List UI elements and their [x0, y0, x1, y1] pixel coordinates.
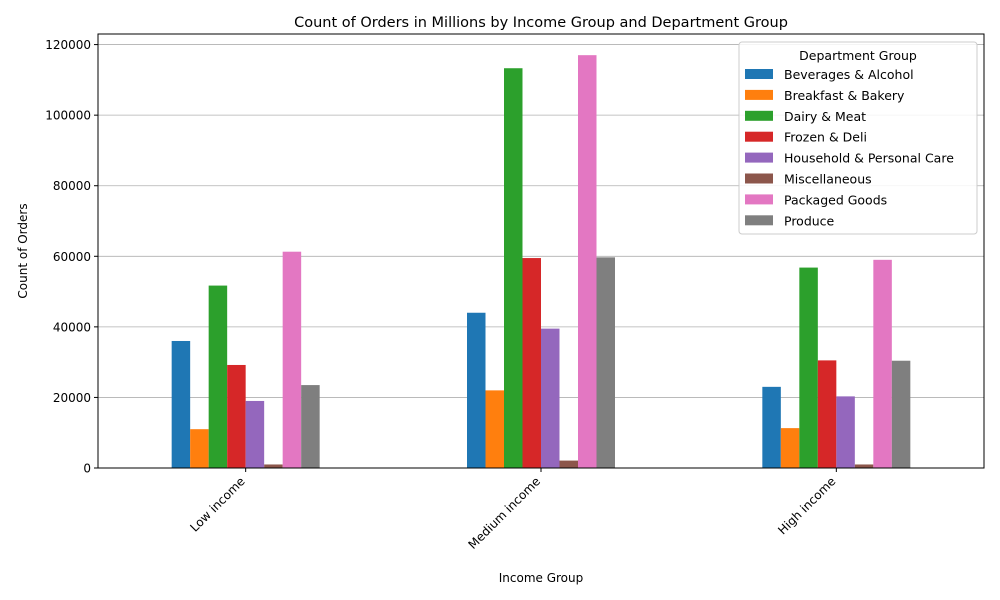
bar	[467, 312, 486, 468]
legend-label: Household & Personal Care	[784, 151, 954, 166]
x-tick-label: High income	[775, 474, 838, 537]
legend-swatch	[745, 69, 773, 79]
bar	[596, 257, 615, 468]
legend-label: Beverages & Alcohol	[784, 67, 914, 82]
x-tick-label: Low income	[187, 474, 247, 534]
legend-frame	[738, 41, 978, 235]
bar	[245, 400, 265, 468]
x-tick-label: Medium income	[466, 474, 544, 552]
bar	[578, 55, 597, 469]
y-tick-label: 80000	[53, 179, 91, 193]
legend-label: Dairy & Meat	[784, 109, 866, 124]
bar	[208, 285, 228, 468]
legend-swatch	[745, 194, 773, 205]
chart-title: Count of Orders in Millions by Income Gr…	[294, 15, 788, 31]
bar	[171, 340, 191, 468]
legend-label: Miscellaneous	[784, 172, 872, 187]
legend-label: Breakfast & Bakery	[784, 88, 905, 103]
bar	[817, 360, 837, 468]
legend-swatch	[745, 89, 773, 100]
bar	[854, 464, 874, 468]
bar	[762, 386, 781, 468]
legend-label: Packaged Goods	[784, 192, 887, 207]
bar	[190, 429, 209, 468]
y-tick-label: 20000	[53, 391, 91, 405]
bar	[873, 259, 892, 468]
bar	[559, 460, 578, 468]
legend-title: Department Group	[799, 48, 917, 63]
bar	[282, 251, 302, 468]
bar	[485, 390, 504, 468]
bar	[799, 267, 818, 468]
legend-swatch	[745, 110, 773, 121]
legend-items: Beverages & Alcohol Breakfast & Bakery Dai…	[745, 67, 954, 228]
bars	[171, 55, 911, 469]
y-axis-ticks: 0 20000 40000 60000 80000 100000 120000	[45, 38, 98, 476]
bar	[504, 68, 523, 468]
bar	[522, 258, 541, 468]
bar	[301, 385, 320, 468]
x-axis-ticks: Low income Medium income High income	[187, 468, 838, 552]
legend-swatch	[745, 152, 773, 163]
y-tick-label: 60000	[53, 250, 91, 264]
legend-label: Produce	[784, 213, 835, 228]
legend-swatch	[745, 131, 773, 142]
bar	[227, 364, 246, 468]
y-tick-label: 40000	[53, 320, 91, 334]
legend-swatch	[745, 173, 773, 184]
y-tick-label: 0	[83, 462, 91, 476]
bar	[541, 328, 560, 468]
x-axis-label: Income Group	[499, 571, 584, 585]
bar	[264, 464, 283, 468]
bar	[780, 428, 800, 468]
y-axis-label: Count of Orders	[16, 203, 30, 298]
y-tick-label: 120000	[45, 38, 91, 52]
legend-swatch	[745, 215, 773, 226]
legend-label: Frozen & Deli	[784, 130, 867, 145]
bar	[891, 360, 911, 468]
bar	[836, 396, 855, 468]
y-tick-label: 100000	[45, 109, 91, 123]
legend: Department Group Beverages & Alcohol Brea…	[738, 41, 978, 235]
